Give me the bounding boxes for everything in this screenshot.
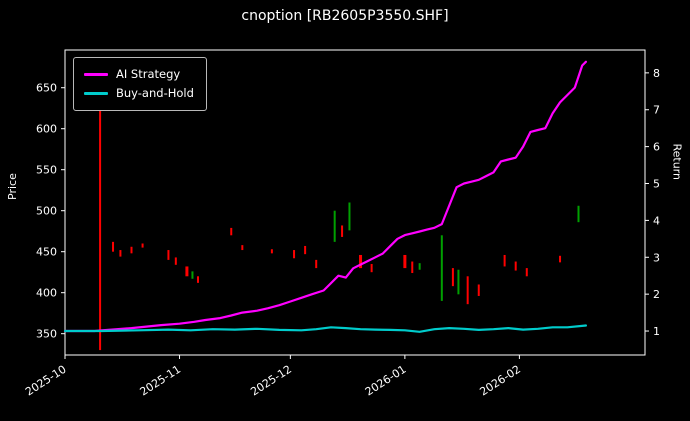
candlestick-marker [341,225,344,237]
candlestick-marker [230,227,233,236]
x-tick-label: 2026-02 [477,363,523,399]
y2-tick-label: 2 [653,288,660,301]
candlestick-marker [477,284,480,296]
ai-strategy-line-swatch [84,73,108,76]
legend-item-ai-strategy: AI Strategy [84,65,194,84]
candlestick-marker [503,254,506,267]
y-tick-label: 400 [36,287,57,300]
candlestick-marker [403,254,407,269]
plot-border [64,49,646,356]
candlestick-marker [167,250,170,260]
candlestick-marker [525,268,528,277]
y2-tick-label: 7 [653,104,660,117]
candlestick-marker [112,241,115,252]
legend-label-buy-and-hold: Buy-and-Hold [116,86,194,100]
left-axis-label: Price [6,173,19,200]
candlestick-marker [466,276,469,305]
x-tick-label: 2025-11 [138,363,184,399]
candlestick-marker [185,266,189,277]
y2-tick-label: 5 [653,178,660,191]
buy-and-hold-line [63,324,588,333]
candlestick-marker [370,263,373,273]
legend-item-buy-and-hold: Buy-and-Hold [84,84,194,103]
candlestick-marker [348,202,351,231]
candlestick-marker [191,271,194,279]
candlestick-marker [559,255,562,263]
candlestick-marker [304,245,307,255]
candlestick-marker [440,235,443,301]
candlestick-marker [333,210,336,242]
y-tick-label: 450 [36,246,57,259]
y-tick-label: 350 [36,328,57,341]
x-tick-label: 2025-10 [23,363,69,399]
candlestick-marker [514,261,517,271]
right-axis-label: Return [671,143,684,180]
y2-tick-label: 1 [653,325,660,338]
candlestick-marker [411,261,414,274]
candlestick-marker [241,245,244,251]
y2-tick-label: 3 [653,251,660,264]
candlestick-marker [451,268,454,287]
x-tick-label: 2026-01 [363,363,409,399]
buy-and-hold-line-swatch [84,92,108,95]
x-tick-label: 2025-12 [248,363,294,399]
legend-label-ai-strategy: AI Strategy [116,67,181,81]
candlestick-marker [418,263,421,270]
y2-tick-label: 4 [653,214,660,227]
candlestick-marker [119,250,122,257]
candlestick-marker [293,250,296,259]
y-tick-label: 550 [36,164,57,177]
y-tick-label: 650 [36,82,57,95]
candlestick-marker [130,246,133,254]
candlestick-marker [196,276,199,283]
candlestick-marker [174,257,177,265]
candlestick-marker [141,243,144,248]
candlestick-marker [457,269,460,295]
candlestick-marker [99,83,102,351]
y2-tick-label: 8 [653,67,660,80]
y2-tick-label: 6 [653,141,660,154]
legend: AI Strategy Buy-and-Hold [73,57,207,111]
candlestick-marker [270,249,273,254]
ai-strategy-line [63,60,588,333]
y-tick-label: 500 [36,205,57,218]
candlestick-marker [315,259,318,269]
chart-title: cnoption [RB2605P3550.SHF] [241,8,449,24]
candlestick-marker [577,205,580,223]
y-tick-label: 600 [36,123,57,136]
candlestick-marker [359,254,363,269]
